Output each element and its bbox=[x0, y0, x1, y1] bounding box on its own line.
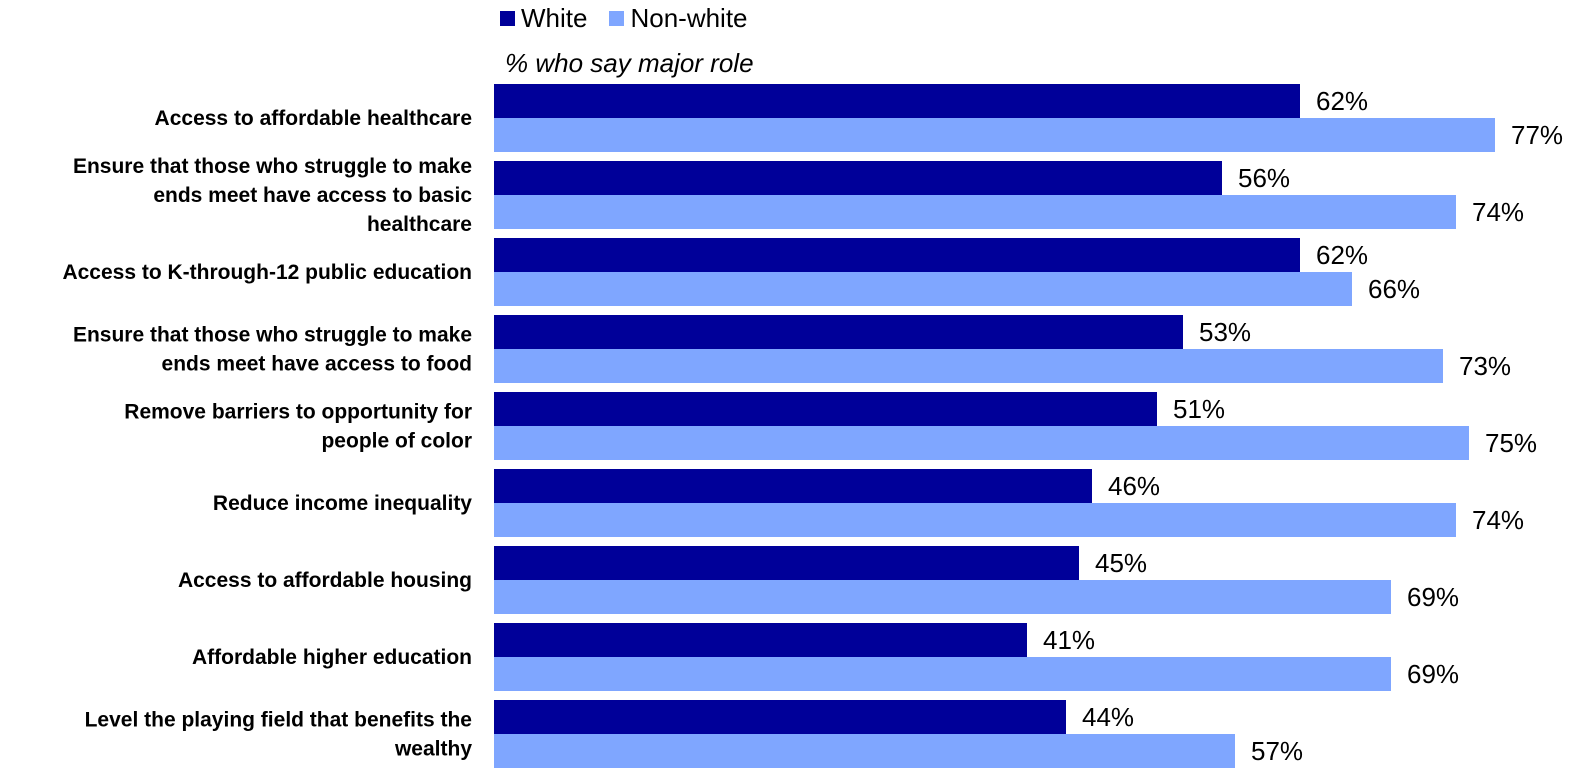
legend-item-series-2: Non-white bbox=[609, 2, 748, 34]
bar-non-white bbox=[494, 118, 1495, 152]
data-label-non-white: 75% bbox=[1485, 428, 1537, 458]
bar-non-white bbox=[494, 734, 1235, 768]
bar-white bbox=[494, 84, 1300, 118]
data-label-white: 45% bbox=[1095, 548, 1147, 578]
bar-white bbox=[494, 392, 1157, 426]
category-label-line: ends meet have access to food bbox=[162, 353, 472, 376]
bar-white bbox=[494, 700, 1066, 734]
data-label-white: 41% bbox=[1043, 625, 1095, 655]
category-label-line: Level the playing field that benefits th… bbox=[85, 709, 472, 732]
data-label-non-white: 74% bbox=[1472, 505, 1524, 535]
legend-swatch-series-1 bbox=[500, 10, 515, 26]
bar-non-white bbox=[494, 349, 1443, 383]
data-label-non-white: 69% bbox=[1407, 659, 1459, 689]
category-label: Ensure that those who struggle to make en… bbox=[73, 155, 472, 236]
data-label-white: 56% bbox=[1238, 163, 1290, 193]
bar-non-white bbox=[494, 195, 1456, 229]
category-label: Access to K-through-12 public education bbox=[62, 261, 472, 284]
category-label: Level the playing field that benefits th… bbox=[85, 709, 473, 761]
data-label-white: 46% bbox=[1108, 471, 1160, 501]
category-label: Affordable higher education bbox=[192, 646, 472, 669]
category-label-line: Ensure that those who struggle to make bbox=[73, 324, 472, 347]
chart-subtitle: % who say major role bbox=[505, 48, 754, 78]
data-label-white: 62% bbox=[1316, 86, 1368, 116]
bar-white bbox=[494, 161, 1222, 195]
bar-non-white bbox=[494, 657, 1391, 691]
bar-white bbox=[494, 238, 1300, 272]
category-label-line: healthcare bbox=[367, 213, 472, 236]
category-label-line: Reduce income inequality bbox=[213, 492, 472, 515]
data-label-non-white: 57% bbox=[1251, 736, 1303, 766]
category-label: Reduce income inequality bbox=[213, 492, 472, 515]
category-label: Ensure that those who struggle to make en… bbox=[73, 324, 472, 376]
category-label-line: Remove barriers to opportunity for bbox=[124, 401, 472, 424]
data-label-white: 44% bbox=[1082, 702, 1134, 732]
category-label-line: ends meet have access to basic bbox=[153, 184, 472, 207]
data-label-non-white: 73% bbox=[1459, 351, 1511, 381]
legend-label-series-1: White bbox=[521, 2, 588, 33]
bar-non-white bbox=[494, 503, 1456, 537]
category-label: Access to affordable healthcare bbox=[155, 107, 472, 130]
bar-white bbox=[494, 546, 1079, 580]
category-label: Access to affordable housing bbox=[178, 569, 472, 592]
legend-item-series-1: White bbox=[500, 3, 587, 34]
bar-white bbox=[494, 469, 1092, 503]
data-label-non-white: 66% bbox=[1368, 274, 1420, 304]
chart-legend: White Non-white bbox=[500, 2, 770, 34]
category-label-line: Ensure that those who struggle to make bbox=[73, 155, 472, 178]
bar-white bbox=[494, 315, 1183, 349]
legend-swatch-series-2 bbox=[609, 10, 625, 26]
bar-non-white bbox=[494, 272, 1352, 306]
bar-white bbox=[494, 623, 1027, 657]
bar-non-white bbox=[494, 580, 1391, 614]
category-label-line: people of color bbox=[321, 430, 472, 453]
data-label-non-white: 74% bbox=[1472, 197, 1524, 227]
data-label-white: 53% bbox=[1199, 317, 1251, 347]
bar-non-white bbox=[494, 426, 1469, 460]
category-label-line: Access to affordable healthcare bbox=[155, 107, 472, 130]
data-label-white: 51% bbox=[1173, 394, 1225, 424]
data-label-non-white: 69% bbox=[1407, 582, 1459, 612]
category-label-line: wealthy bbox=[394, 738, 472, 761]
category-label-line: Affordable higher education bbox=[192, 646, 472, 669]
legend-label-series-2: Non-white bbox=[630, 2, 748, 33]
data-label-white: 62% bbox=[1316, 240, 1368, 270]
category-label: Remove barriers to opportunity for people… bbox=[124, 401, 472, 453]
category-label-line: Access to K-through-12 public education bbox=[62, 261, 472, 284]
data-label-non-white: 77% bbox=[1511, 120, 1563, 150]
category-label-line: Access to affordable housing bbox=[178, 569, 472, 592]
